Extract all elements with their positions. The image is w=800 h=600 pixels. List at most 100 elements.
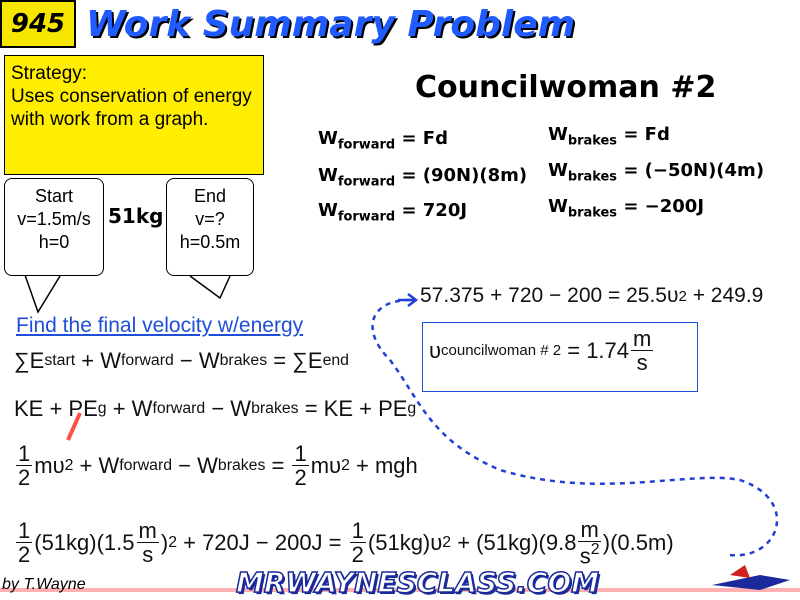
text-fragment: v=1.5m/s <box>17 209 91 229</box>
text-fragment: v=? <box>195 209 225 229</box>
text-fragment: forward <box>152 400 206 417</box>
text-fragment: forward <box>119 456 173 474</box>
rocket <box>712 575 790 590</box>
text-fragment: m <box>136 518 159 544</box>
work-forward: Wforward = (90N)(8m) <box>318 165 527 190</box>
text-fragment: 2 <box>351 542 364 568</box>
text-fragment: 2 <box>590 541 600 559</box>
text-fragment: Uses conservation of energy with work fr… <box>11 86 252 130</box>
text-fragment: 2 <box>341 456 350 474</box>
text-fragment: = (90N)(8m) <box>401 165 528 186</box>
text-fragment: = Fd <box>401 128 448 149</box>
text-fragment: forward <box>337 209 396 225</box>
text-fragment: end <box>322 352 349 369</box>
text-fragment: start <box>44 352 76 369</box>
text-fragment: ) <box>602 529 611 555</box>
work-brakes: Wbrakes = Fd <box>548 124 670 149</box>
text-fragment: = ∑E <box>267 348 323 373</box>
author: by T.Wayne <box>2 576 86 593</box>
work-forward: Wforward = 720J <box>318 200 467 225</box>
text-fragment: (51kg)υ <box>367 529 443 555</box>
bubble-tail <box>24 274 61 314</box>
text-fragment: councilwoman # 2 <box>441 342 562 360</box>
text-fragment: forward <box>337 174 396 190</box>
text-fragment: = (−50N)(4m) <box>623 160 765 181</box>
text-fragment: 2 <box>64 456 74 474</box>
text-fragment: s <box>142 542 154 568</box>
text-fragment: Start <box>34 186 73 206</box>
text-fragment: + W <box>73 452 120 478</box>
result-equation: 57.375 + 720 − 200 = 25.5υ 2 + 249.9 <box>420 284 763 308</box>
text-fragment: + W <box>75 348 121 373</box>
text-fragment: 2 <box>294 465 307 491</box>
text-fragment: − W <box>173 348 220 373</box>
text-fragment: h=0.5m <box>179 232 241 252</box>
text-fragment: s <box>579 543 591 569</box>
text-fragment: KE + PE <box>14 396 98 421</box>
strike-mark <box>66 412 82 441</box>
text-fragment: brakes <box>251 400 299 417</box>
text-fragment: = KE + PE <box>298 396 408 421</box>
question: Find the final velocity w/energy <box>16 314 304 337</box>
rocket-fin <box>730 565 750 578</box>
text-fragment: 1 <box>292 441 309 467</box>
text-fragment: mυ <box>34 452 65 478</box>
text-fragment: forward <box>337 137 396 153</box>
title: Work Summary Problem <box>86 4 576 45</box>
flow-arrow <box>371 298 779 557</box>
text-fragment: 2 <box>168 533 177 551</box>
badge: 945 <box>0 0 76 48</box>
text-fragment: brakes <box>567 169 618 185</box>
text-fragment: brakes <box>217 456 266 474</box>
text-fragment: m <box>578 517 601 543</box>
answer: υ councilwoman # 2 = 1.74 m s <box>429 327 655 374</box>
equation: 1 2 (51kg) (1.5 m s) 2 + 720J − 200J = 1 2 (51kg… <box>14 518 674 568</box>
text-fragment: W <box>548 160 568 181</box>
text-fragment: (51kg) <box>34 529 97 555</box>
text-fragment: m <box>631 326 654 352</box>
text-fragment: 2 <box>18 465 31 491</box>
work-forward: Wforward = Fd <box>318 128 448 153</box>
text-fragment: End <box>193 186 227 206</box>
text-fragment: mυ <box>310 452 342 478</box>
text-fragment: 2 <box>678 287 687 305</box>
end-bubble: End v=? h=0.5m <box>166 178 254 276</box>
arrow-head <box>398 293 419 307</box>
text-fragment: W <box>318 165 338 186</box>
text-fragment: h=0 <box>38 232 70 252</box>
text-fragment: (0.5m) <box>610 529 674 555</box>
text-fragment: s <box>636 350 648 376</box>
work-brakes: Wbrakes = (−50N)(4m) <box>548 160 764 185</box>
denominator: s2 <box>579 541 600 569</box>
text-fragment: g <box>407 400 417 417</box>
text-fragment: = −200J <box>623 196 705 217</box>
text-fragment: = 1.74 <box>567 337 630 363</box>
text-fragment: ∑E <box>14 348 45 373</box>
text-fragment: + mgh <box>349 452 418 478</box>
text-fragment: = 720J <box>401 200 468 221</box>
text-fragment: 1 <box>16 518 33 544</box>
site-logo: MRWAYNESCLASS.COM <box>235 565 600 600</box>
text-fragment: (9.8 <box>538 529 577 555</box>
work-brakes: Wbrakes = −200J <box>548 196 704 221</box>
fraction: m s2 <box>578 517 601 569</box>
text-fragment: (1.5 <box>96 529 135 555</box>
text-fragment: 1 <box>349 518 366 544</box>
start-bubble: Start v=1.5m/s h=0 <box>4 178 104 276</box>
text-fragment: W <box>548 196 568 217</box>
text-fragment: + 249.9 <box>686 284 764 307</box>
text-fragment: W <box>548 124 568 145</box>
text-fragment: W <box>318 200 338 221</box>
text-fragment: − W <box>205 396 252 421</box>
text-fragment: υ <box>429 337 442 363</box>
text-fragment: brakes <box>567 133 618 149</box>
